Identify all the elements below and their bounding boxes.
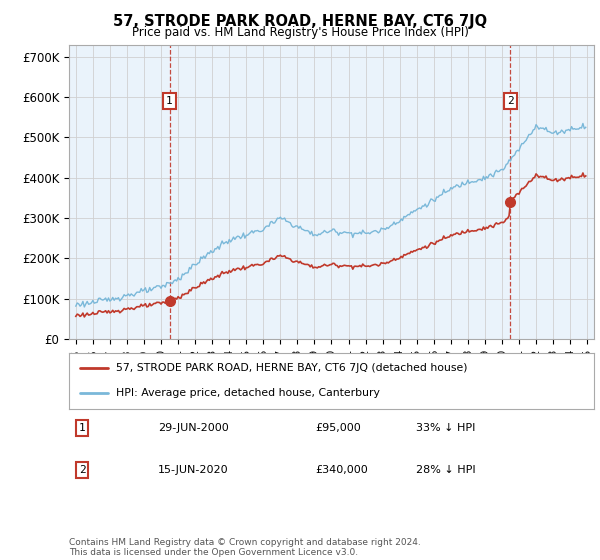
- Text: Price paid vs. HM Land Registry's House Price Index (HPI): Price paid vs. HM Land Registry's House …: [131, 26, 469, 39]
- Text: £95,000: £95,000: [316, 423, 361, 433]
- Text: HPI: Average price, detached house, Canterbury: HPI: Average price, detached house, Cant…: [116, 388, 380, 398]
- Text: Contains HM Land Registry data © Crown copyright and database right 2024.
This d: Contains HM Land Registry data © Crown c…: [69, 538, 421, 557]
- Text: £340,000: £340,000: [316, 465, 368, 475]
- Text: 2: 2: [507, 96, 514, 106]
- Text: 33% ↓ HPI: 33% ↓ HPI: [415, 423, 475, 433]
- Text: 57, STRODE PARK ROAD, HERNE BAY, CT6 7JQ (detached house): 57, STRODE PARK ROAD, HERNE BAY, CT6 7JQ…: [116, 363, 468, 374]
- Text: 28% ↓ HPI: 28% ↓ HPI: [415, 465, 475, 475]
- Text: 1: 1: [166, 96, 173, 106]
- Text: 57, STRODE PARK ROAD, HERNE BAY, CT6 7JQ: 57, STRODE PARK ROAD, HERNE BAY, CT6 7JQ: [113, 14, 487, 29]
- Text: 1: 1: [79, 423, 86, 433]
- Text: 29-JUN-2000: 29-JUN-2000: [158, 423, 229, 433]
- Text: 15-JUN-2020: 15-JUN-2020: [158, 465, 229, 475]
- Text: 2: 2: [79, 465, 86, 475]
